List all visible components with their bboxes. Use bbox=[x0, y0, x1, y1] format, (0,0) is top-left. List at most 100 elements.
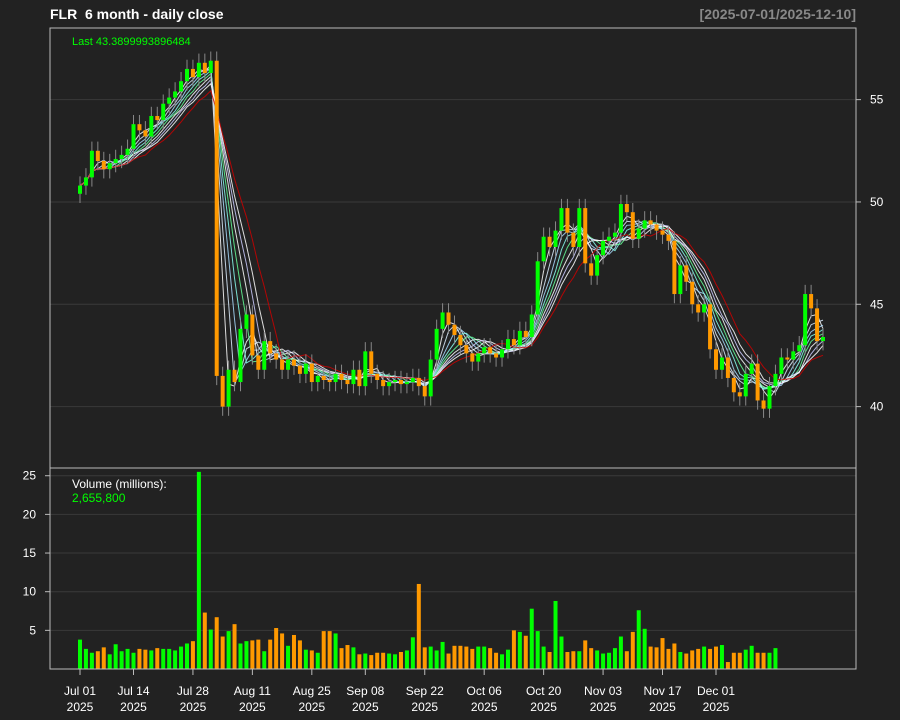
volume-bar bbox=[458, 645, 463, 669]
volume-bar bbox=[737, 652, 742, 669]
volume-bars bbox=[78, 471, 778, 669]
candle-body bbox=[357, 369, 362, 387]
last-price-label: Last 43.3899993896484 bbox=[72, 36, 191, 48]
candle-body bbox=[345, 380, 350, 385]
candle-body bbox=[791, 351, 796, 360]
candle-body bbox=[803, 294, 808, 346]
candle-body bbox=[589, 263, 594, 276]
candle-body bbox=[381, 380, 386, 387]
symbol: FLR bbox=[50, 6, 78, 22]
volume-bar bbox=[690, 650, 695, 669]
volume-bar bbox=[511, 630, 516, 669]
volume-bar bbox=[529, 608, 534, 669]
x-tick-label: Sep 08 bbox=[346, 684, 384, 698]
candle-body bbox=[547, 236, 552, 247]
candle-body bbox=[696, 304, 701, 313]
candle-body bbox=[583, 208, 588, 264]
candle-body bbox=[101, 161, 106, 170]
candle-body bbox=[250, 314, 255, 356]
volume-bar bbox=[232, 624, 237, 669]
volume-bar bbox=[767, 652, 772, 669]
candle-body bbox=[719, 357, 724, 370]
volume-bar bbox=[452, 645, 457, 669]
volume-bar bbox=[375, 652, 380, 669]
candle-body bbox=[434, 328, 439, 360]
volume-bar bbox=[743, 649, 748, 669]
candle-body bbox=[297, 365, 302, 374]
candle-body bbox=[262, 341, 267, 370]
volume-bar bbox=[636, 610, 641, 669]
x-tick-year: 2025 bbox=[352, 700, 379, 714]
candle-body bbox=[280, 359, 285, 370]
volume-bar bbox=[660, 638, 665, 669]
volume-bar bbox=[541, 646, 546, 669]
volume-bar bbox=[731, 652, 736, 669]
candle-body bbox=[642, 220, 647, 229]
volume-bar bbox=[244, 641, 249, 669]
candle-body bbox=[541, 236, 546, 262]
volume-bar bbox=[678, 651, 683, 669]
volume-bar bbox=[107, 654, 112, 669]
candle-body bbox=[612, 232, 617, 237]
volume-tick-label: 10 bbox=[23, 585, 37, 599]
candle-body bbox=[256, 355, 261, 370]
volume-value: 2,655,800 bbox=[72, 491, 126, 505]
volume-bar bbox=[95, 651, 100, 669]
x-tick-year: 2025 bbox=[471, 700, 498, 714]
price-tick-label: 45 bbox=[870, 297, 884, 311]
candle-body bbox=[404, 382, 409, 385]
candle-body bbox=[779, 357, 784, 374]
volume-bar bbox=[505, 649, 510, 669]
candle-body bbox=[636, 228, 641, 239]
volume-bar bbox=[83, 648, 88, 669]
date-range: [2025-07-01/2025-12-10] bbox=[699, 6, 856, 22]
x-tick-year: 2025 bbox=[530, 700, 557, 714]
moving-average-line bbox=[79, 69, 824, 390]
price-panel-frame bbox=[49, 27, 857, 469]
candle-body bbox=[684, 265, 689, 282]
candle-body bbox=[488, 347, 493, 354]
candle-body bbox=[387, 382, 392, 387]
volume-panel-frame bbox=[49, 467, 857, 670]
volume-bar bbox=[589, 648, 594, 669]
candle-body bbox=[785, 357, 790, 360]
volume-bar bbox=[476, 646, 481, 669]
volume-bar bbox=[577, 651, 582, 669]
candle-body bbox=[630, 212, 635, 239]
candle-body bbox=[113, 158, 118, 164]
volume-bar bbox=[523, 635, 528, 669]
candle-body bbox=[618, 204, 623, 233]
volume-bar bbox=[167, 648, 172, 669]
volume-bar bbox=[630, 631, 635, 669]
candle-body bbox=[482, 347, 487, 354]
candle-body bbox=[161, 103, 166, 121]
candle-body bbox=[422, 386, 427, 397]
x-tick-year: 2025 bbox=[180, 700, 207, 714]
x-tick-label: Oct 20 bbox=[526, 684, 562, 698]
candle-body bbox=[291, 359, 296, 366]
candle-body bbox=[149, 116, 154, 137]
volume-bar bbox=[119, 651, 124, 669]
candle-body bbox=[220, 375, 225, 407]
candle-body bbox=[393, 380, 398, 383]
moving-average-line bbox=[79, 89, 824, 382]
volume-bar bbox=[482, 646, 487, 669]
volume-tick-label: 20 bbox=[23, 507, 37, 521]
candle-body bbox=[321, 375, 326, 380]
candle-body bbox=[458, 334, 463, 346]
candle-body bbox=[173, 91, 178, 98]
volume-tick-label: 15 bbox=[23, 546, 37, 560]
moving-average-line bbox=[79, 75, 824, 388]
candle-body bbox=[143, 130, 148, 137]
volume-bar bbox=[583, 640, 588, 669]
volume-bar bbox=[428, 646, 433, 669]
volume-bar bbox=[274, 628, 279, 669]
candle-body bbox=[737, 392, 742, 397]
x-tick-label: Jul 14 bbox=[117, 684, 149, 698]
volume-bar bbox=[161, 648, 166, 669]
x-tick-year: 2025 bbox=[703, 700, 730, 714]
volume-bar bbox=[553, 600, 558, 669]
volume-bar bbox=[702, 646, 707, 669]
candle-body bbox=[535, 261, 540, 315]
volume-bar bbox=[434, 650, 439, 669]
